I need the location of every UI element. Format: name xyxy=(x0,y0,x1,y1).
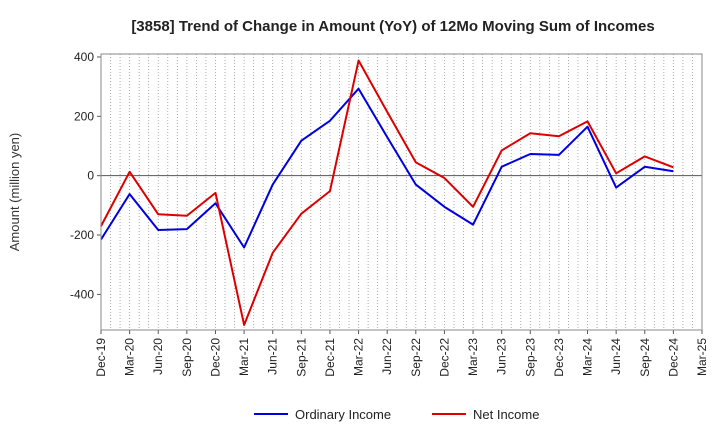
x-tick-label: Dec-23 xyxy=(552,338,566,377)
x-tick-label: Dec-21 xyxy=(323,338,337,377)
y-tick-label: 400 xyxy=(74,50,94,64)
y-tick-label: -400 xyxy=(70,287,94,301)
x-tick-label: Sep-23 xyxy=(523,338,537,377)
x-tick-label: Jun-24 xyxy=(609,338,623,375)
x-tick-label: Sep-20 xyxy=(180,338,194,377)
x-tick-label: Mar-20 xyxy=(123,338,137,376)
y-tick-label: 200 xyxy=(74,109,94,123)
x-tick-label: Jun-22 xyxy=(380,338,394,375)
x-tick-label: Jun-21 xyxy=(266,338,280,375)
series-lines xyxy=(100,59,674,326)
x-tick-label: Dec-20 xyxy=(208,338,222,377)
legend: Ordinary Income Net Income xyxy=(254,407,539,422)
x-tick-label: Dec-19 xyxy=(94,338,108,377)
x-tick-label: Dec-24 xyxy=(666,338,680,377)
legend-label-net-income: Net Income xyxy=(473,407,539,422)
x-tick-label: Mar-25 xyxy=(695,338,709,376)
x-tick-label: Mar-24 xyxy=(581,338,595,376)
x-axis-ticks: Dec-19 Mar-20 Jun-20 Sep-20 Dec-20 Mar-21 Jun-… xyxy=(94,330,709,377)
x-tick-label: Mar-22 xyxy=(352,338,366,376)
x-tick-label: Dec-22 xyxy=(437,338,451,377)
x-tick-label: Mar-23 xyxy=(466,338,480,376)
x-tick-label: Mar-21 xyxy=(237,338,251,376)
grid xyxy=(101,54,702,330)
legend-label-ordinary-income: Ordinary Income xyxy=(295,407,391,422)
y-axis-label: Amount (million yen) xyxy=(7,133,22,252)
y-tick-label: 0 xyxy=(87,169,94,183)
series-line-net-income xyxy=(100,59,674,326)
y-tick-label: -200 xyxy=(70,228,94,242)
x-tick-label: Jun-20 xyxy=(151,338,165,375)
x-tick-label: Jun-23 xyxy=(495,338,509,375)
y-axis-ticks: 400 200 0 -200 -400 xyxy=(70,50,101,301)
plot-frame xyxy=(100,53,703,331)
x-tick-label: Sep-24 xyxy=(638,338,652,377)
chart-title: [3858] Trend of Change in Amount (YoY) o… xyxy=(131,18,654,35)
series-line-ordinary-income xyxy=(100,87,674,249)
x-tick-label: Sep-21 xyxy=(294,338,308,377)
x-tick-label: Sep-22 xyxy=(409,338,423,377)
